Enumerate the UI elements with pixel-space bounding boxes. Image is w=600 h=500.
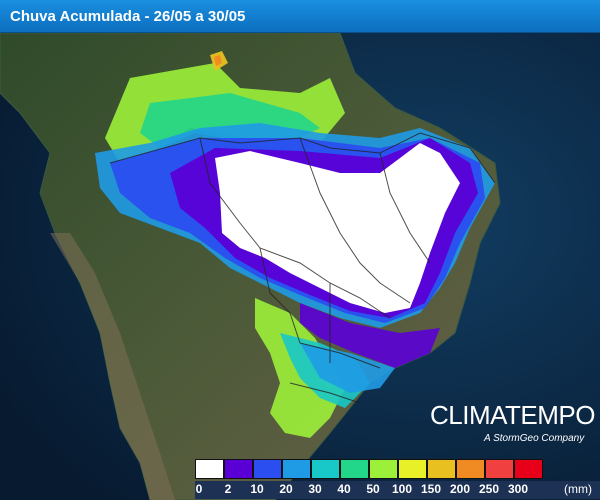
map-title: Chuva Acumulada - 26/05 a 30/05 [0,0,600,33]
legend-swatches [195,459,543,479]
brand-tagline: A StormGeo Company [484,433,585,444]
climatempo-logo: CLIMATEMPO A StormGeo Company [430,400,600,450]
legend-label: 150 [420,482,442,496]
legend-swatch [224,459,253,479]
legend-swatch [369,459,398,479]
legend-label: 30 [308,482,322,496]
legend-swatch [456,459,485,479]
state-borders [109,132,496,404]
legend-label: 300 [507,482,529,496]
legend-label: 250 [478,482,500,496]
legend-label: 100 [391,482,413,496]
legend-label: 0 [195,482,203,496]
legend-swatch [485,459,514,479]
legend-label: 2 [224,482,232,496]
legend-swatch [340,459,369,479]
legend-label: 50 [366,482,380,496]
legend-swatch [282,459,311,479]
legend-labels: (mm) 0 2 10 20 30 40 50 100 150 200 250 300 [195,481,600,499]
legend-unit: (mm) [564,482,592,496]
legend-swatch [514,459,543,479]
rain-legend: (mm) 0 2 10 20 30 40 50 100 150 200 250 300 [195,459,600,500]
rainfall-map [0,33,600,500]
brand-name: CLIMATEMPO [430,400,595,430]
legend-label: 200 [449,482,471,496]
legend-swatch [195,459,224,479]
legend-label: 40 [337,482,351,496]
legend-swatch [311,459,340,479]
legend-label: 10 [250,482,264,496]
legend-label: 20 [279,482,293,496]
andes-region [50,233,175,500]
legend-swatch [398,459,427,479]
legend-swatch [427,459,456,479]
legend-swatch [253,459,282,479]
